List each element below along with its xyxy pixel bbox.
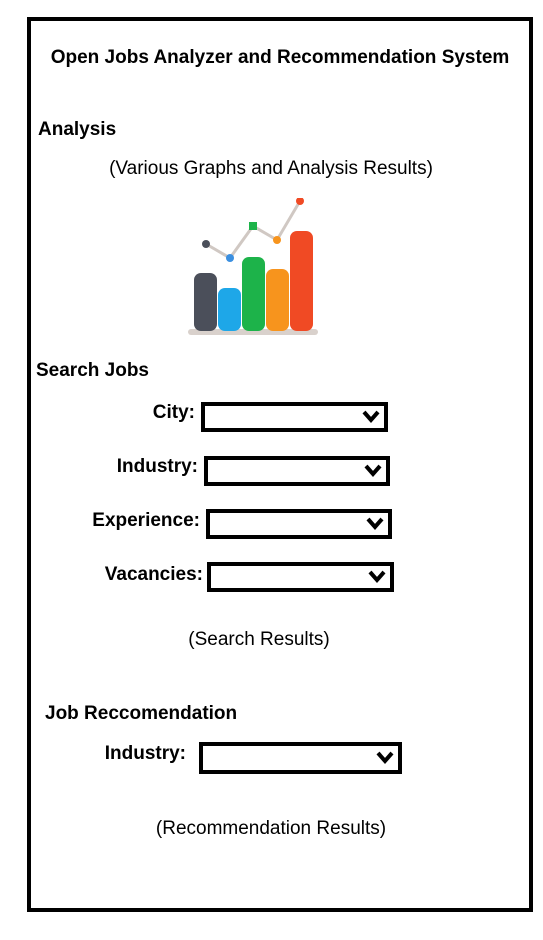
chevron-down-icon: [376, 751, 394, 765]
chart-point: [226, 254, 234, 262]
chart-point: [202, 240, 210, 248]
chart-bar: [290, 231, 313, 331]
analysis-heading: Analysis: [38, 119, 117, 140]
chart-bar: [194, 273, 217, 331]
chart-base: [188, 329, 318, 335]
app-frame: Open Jobs Analyzer and Recommendation Sy…: [27, 17, 533, 912]
city-label: City:: [152, 402, 195, 423]
chevron-down-icon: [362, 410, 380, 424]
chart-bar: [218, 288, 241, 331]
search-jobs-heading: Search Jobs: [36, 360, 149, 381]
experience-label: Experience:: [92, 510, 200, 531]
chart-point: [273, 236, 281, 244]
recommendation-industry-label: Industry:: [104, 743, 186, 764]
chart-bar: [266, 269, 289, 331]
experience-select[interactable]: [206, 509, 392, 539]
industry-select[interactable]: [204, 456, 390, 486]
chevron-down-icon: [368, 570, 386, 584]
vacancies-select[interactable]: [207, 562, 394, 592]
job-recommendation-heading: Job Reccomendation: [45, 703, 238, 724]
chart-bar: [242, 257, 265, 331]
analysis-placeholder: (Various Graphs and Analysis Results): [109, 158, 433, 179]
vacancies-label: Vacancies:: [104, 564, 203, 585]
chevron-down-icon: [366, 517, 384, 531]
recommendation-industry-select[interactable]: [199, 742, 402, 774]
search-results: (Search Results): [188, 629, 330, 650]
chart-point: [296, 198, 304, 205]
recommendation-results: (Recommendation Results): [155, 818, 387, 839]
bar-chart-icon: [188, 198, 318, 335]
industry-label: Industry:: [116, 456, 198, 477]
page-title: Open Jobs Analyzer and Recommendation Sy…: [50, 47, 510, 68]
city-select[interactable]: [201, 402, 388, 432]
chart-point: [249, 222, 257, 230]
chevron-down-icon: [364, 464, 382, 478]
